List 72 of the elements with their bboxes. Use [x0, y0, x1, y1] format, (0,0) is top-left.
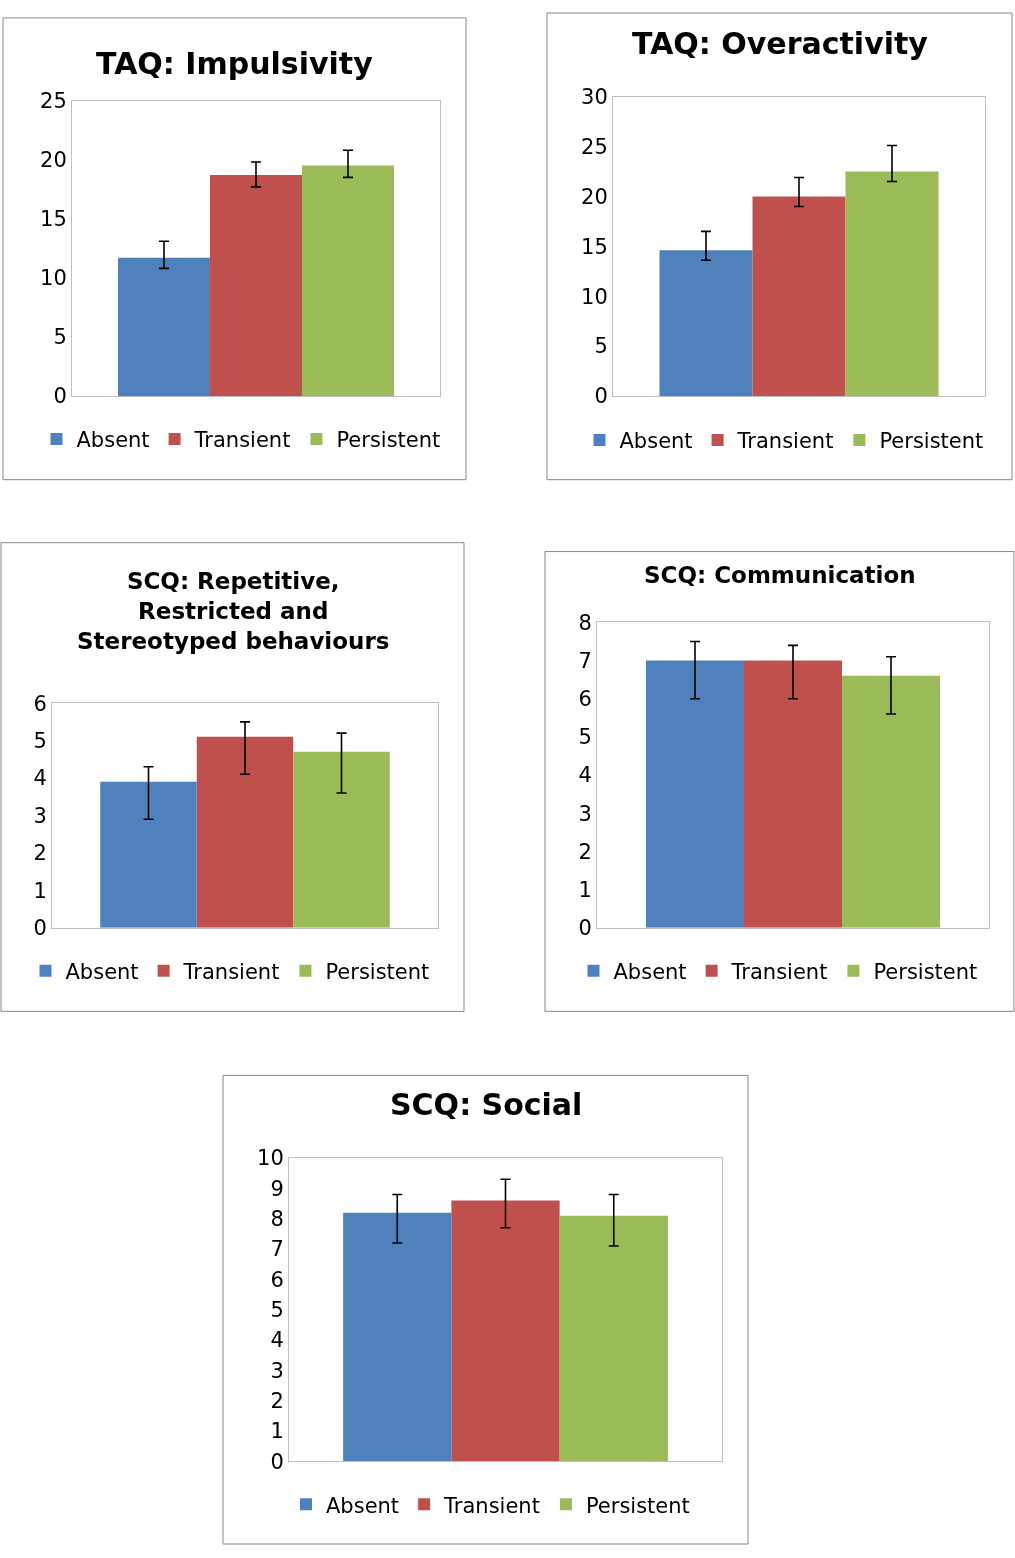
y-tick-label: 25	[40, 88, 67, 113]
bar	[118, 257, 210, 396]
y-tick-label: 5	[270, 1298, 284, 1323]
chart-title: TAQ: Overactivity	[632, 26, 929, 61]
y-tick-label: 3	[578, 801, 592, 826]
y-tick-label: 25	[581, 134, 608, 159]
y-tick-label: 0	[578, 916, 592, 941]
y-tick-label: 5	[33, 728, 47, 753]
y-tick-label: 6	[270, 1267, 284, 1292]
y-tick-label: 1	[270, 1419, 284, 1444]
bar	[559, 1215, 668, 1462]
y-tick-label: 0	[270, 1449, 284, 1474]
y-tick-label: 5	[594, 334, 608, 359]
y-tick-label: 20	[40, 148, 67, 173]
y-tick-label: 4	[270, 1328, 284, 1353]
y-tick-label: 8	[578, 610, 592, 635]
bar	[293, 751, 390, 928]
legend-label: Transient	[193, 428, 291, 453]
legend-label: Persistent	[873, 959, 978, 984]
bar	[845, 171, 939, 396]
legend-label: Persistent	[879, 429, 984, 454]
y-tick-label: 3	[33, 803, 47, 828]
bar	[343, 1212, 452, 1462]
y-tick-label: 6	[33, 691, 47, 716]
legend-label: Transient	[730, 959, 828, 984]
y-tick-label: 9	[270, 1176, 284, 1201]
legend-label: Absent	[65, 959, 139, 984]
legend-label: Transient	[736, 429, 834, 454]
y-tick-label: 10	[257, 1146, 284, 1171]
y-tick-label: 20	[581, 184, 608, 209]
y-tick-label: 2	[33, 841, 47, 866]
bar	[451, 1200, 560, 1462]
y-tick-label: 0	[594, 384, 608, 409]
bar	[196, 736, 294, 928]
y-tick-label: 10	[581, 284, 608, 309]
bar	[302, 165, 394, 396]
y-tick-label: 3	[270, 1358, 284, 1383]
y-tick-label: 4	[33, 766, 47, 791]
legend-label: Persistent	[585, 1493, 690, 1518]
legend-label: Absent	[613, 959, 687, 984]
y-tick-label: 1	[578, 877, 592, 902]
legend-label: Absent	[76, 428, 150, 453]
chart-title: SCQ: Social	[390, 1087, 583, 1122]
chart-title: SCQ: Communication	[644, 562, 916, 588]
y-tick-label: 5	[53, 325, 67, 350]
y-tick-label: 8	[270, 1207, 284, 1232]
legend-label: Absent	[326, 1493, 400, 1518]
legend-label: Transient	[443, 1493, 540, 1518]
y-tick-label: 10	[40, 266, 67, 291]
legend-label: Persistent	[336, 428, 441, 453]
y-tick-label: 5	[578, 725, 592, 750]
y-tick-label: 7	[270, 1237, 284, 1262]
y-tick-label: 0	[53, 384, 67, 409]
y-tick-label: 4	[578, 763, 592, 788]
legend-label: Persistent	[325, 959, 430, 984]
chart-title: TAQ: Impulsivity	[96, 46, 374, 81]
legend-label: Transient	[182, 959, 280, 984]
y-tick-label: 2	[270, 1389, 284, 1414]
y-tick-label: 7	[578, 648, 592, 673]
legend-label: Absent	[619, 429, 693, 454]
bar	[210, 175, 302, 396]
y-tick-label: 15	[581, 234, 608, 259]
y-tick-label: 30	[581, 85, 608, 110]
y-tick-label: 6	[578, 687, 592, 712]
bar	[659, 250, 753, 396]
y-tick-label: 15	[40, 207, 67, 232]
bar	[752, 196, 846, 396]
y-tick-label: 1	[33, 878, 47, 903]
y-tick-label: 2	[578, 839, 592, 864]
y-tick-label: 0	[33, 916, 47, 941]
bar	[100, 781, 197, 928]
chart-title: SCQ: Repetitive, Restricted and Stereotyped behaviours	[77, 568, 390, 654]
